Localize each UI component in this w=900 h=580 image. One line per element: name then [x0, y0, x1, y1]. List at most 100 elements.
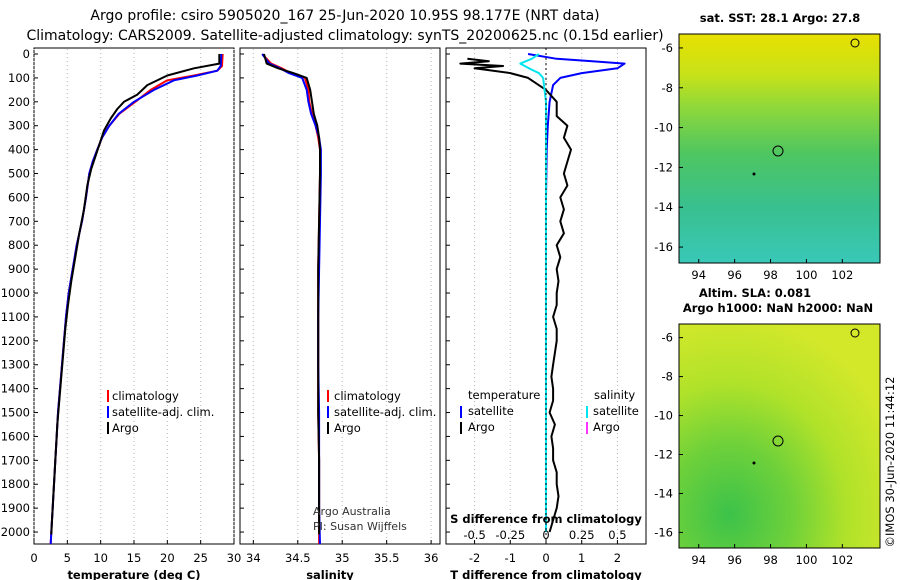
map-lat-tick: -12: [654, 448, 673, 462]
s-tick-label: -0.25: [495, 528, 525, 542]
legend-satellite-adj-label: satellite-adj. clim.: [112, 405, 214, 419]
difference-xlabel: T difference from climatology: [450, 568, 642, 580]
legend-temperature-head: temperature: [468, 388, 540, 402]
map-lat-tick: -6: [662, 331, 673, 345]
x-tick-label: 2: [614, 551, 621, 565]
map-lat-tick: -16: [654, 240, 673, 254]
depth-tick-label: 1400: [1, 382, 30, 396]
corner-contour-marker: [850, 328, 860, 338]
sla-map-frame: [678, 323, 881, 549]
salinity-panel-frame: [239, 47, 441, 545]
legend-climatology-label: climatology: [334, 389, 401, 403]
series-temperature-argo: [459, 57, 572, 533]
grid-layer: [33, 49, 618, 543]
depth-tick-label: 1700: [1, 453, 30, 467]
map-lon-tick: 98: [763, 553, 778, 567]
depth-tick-label: 100: [8, 71, 30, 85]
s-tick-label: 0.25: [569, 528, 595, 542]
figure-title-line1: Argo profile: csiro 5905020_167 25-Jun-2…: [90, 8, 599, 24]
x-tick-label: 35.5: [374, 551, 400, 565]
legend-s-argo-label: Argo: [593, 420, 620, 434]
sst-map: [679, 34, 880, 263]
depth-tick-label: 2000: [1, 525, 30, 539]
x-tick-label: 36: [424, 551, 439, 565]
map-lon-tick: 100: [795, 268, 817, 282]
depth-tick-label: 1800: [1, 477, 30, 491]
temperature-legend: climatology satellite-adj. clim. Argo: [107, 389, 214, 435]
map-lat-tick: -10: [654, 409, 673, 423]
x-tick-label: 35: [335, 551, 350, 565]
legend-salinity-head: salinity: [594, 388, 635, 402]
map-lat-tick: -10: [654, 121, 673, 135]
float-track-dot: [752, 172, 756, 176]
s-tick-label: 0.5: [608, 528, 626, 542]
argo-australia-note: Argo Australia: [313, 505, 391, 518]
salinity-xlabel: salinity: [306, 568, 354, 580]
depth-tick-label: 1500: [1, 406, 30, 420]
x-tick-label: 15: [127, 551, 142, 565]
depth-tick-label: 1300: [1, 358, 30, 372]
depth-tick-label: 900: [8, 262, 30, 276]
s-difference-label: S difference from climatology: [450, 512, 642, 526]
profile-location-marker: [772, 435, 784, 447]
depth-tick-label: 400: [8, 143, 30, 157]
x-tick-layer: 0 5 10 15 20 25 30 34 34.5 35 35.5 36 -2 -1 0 1 2 -0.5 -0.…: [30, 528, 626, 565]
map-lon-tick: 100: [795, 553, 817, 567]
legend-argo-label: Argo: [334, 421, 361, 435]
difference-legend: temperature salinity satellite Argo sate…: [460, 388, 639, 434]
depth-tick-label: 700: [8, 214, 30, 228]
argo-h-title: Argo h1000: NaN h2000: NaN: [683, 301, 873, 315]
depth-tick-label: 300: [8, 119, 30, 133]
map-lon-tick: 102: [831, 268, 853, 282]
depth-tick-label: 1200: [1, 334, 30, 348]
map-lat-tick: -14: [654, 200, 673, 214]
depth-tick-label: 1600: [1, 429, 30, 443]
x-tick-label: 5: [64, 551, 71, 565]
x-tick-label: 30: [227, 551, 242, 565]
depth-axis: 0 100 200 300 400 500 600 700 800 900 1000 1100 1200…: [1, 47, 450, 539]
map-lon-tick: 96: [727, 553, 742, 567]
x-tick-label: -1: [505, 551, 516, 565]
x-tick-label: 0: [30, 551, 37, 565]
x-tick-label: 1: [578, 551, 585, 565]
map-lon-tick: 96: [727, 268, 742, 282]
series-climatology: [49, 53, 224, 545]
float-track-dot: [752, 461, 756, 465]
series-argo: [50, 54, 221, 535]
legend-satellite-adj-label: satellite-adj. clim.: [334, 405, 436, 419]
map-lon-tick: 94: [691, 268, 706, 282]
pi-note: PI: Susan Wijffels: [313, 520, 407, 533]
sst-map-title: sat. SST: 28.1 Argo: 27.8: [700, 11, 860, 25]
sla-map-axes: -6 -8 -10 -12 -14 -16 94 96 98 100 102: [654, 331, 853, 567]
map-lat-tick: -6: [662, 41, 673, 55]
series-climatology: [261, 53, 321, 544]
depth-tick-label: 800: [8, 238, 30, 252]
s-tick-label: 0: [542, 528, 549, 542]
depth-tick-label: 1900: [1, 501, 30, 515]
x-tick-label: 0: [542, 551, 549, 565]
sst-map-frame: [678, 33, 881, 264]
imos-timestamp: ©IMOS 30-Jun-2020 11:44:12: [883, 377, 897, 548]
series-layer: [49, 48, 626, 545]
series-satellite-adj-clim-: [49, 53, 223, 545]
map-lat-tick: -14: [654, 486, 673, 500]
x-tick-label: 34.5: [285, 551, 311, 565]
x-tick-label: 10: [93, 551, 108, 565]
series-satellite-adj-clim-: [261, 53, 322, 545]
depth-tick-label: 500: [8, 167, 30, 181]
map-lat-tick: -8: [662, 81, 673, 95]
s-tick-label: -0.5: [463, 528, 485, 542]
depth-tick-label: 0: [23, 47, 30, 61]
depth-tick-label: 1100: [1, 310, 30, 324]
corner-contour-marker: [850, 38, 860, 48]
x-tick-label: 34: [246, 551, 261, 565]
map-lat-tick: -8: [662, 370, 673, 384]
x-tick-label: 20: [160, 551, 175, 565]
legend-climatology-label: climatology: [112, 389, 179, 403]
series-salinity-satellite: [519, 53, 547, 532]
depth-tick-label: 200: [8, 95, 30, 109]
salinity-legend: climatology satellite-adj. clim. Argo: [327, 389, 436, 435]
map-lon-tick: 102: [831, 553, 853, 567]
series-temperature-satellite: [527, 53, 626, 532]
legend-t-satellite-label: satellite: [468, 404, 514, 418]
